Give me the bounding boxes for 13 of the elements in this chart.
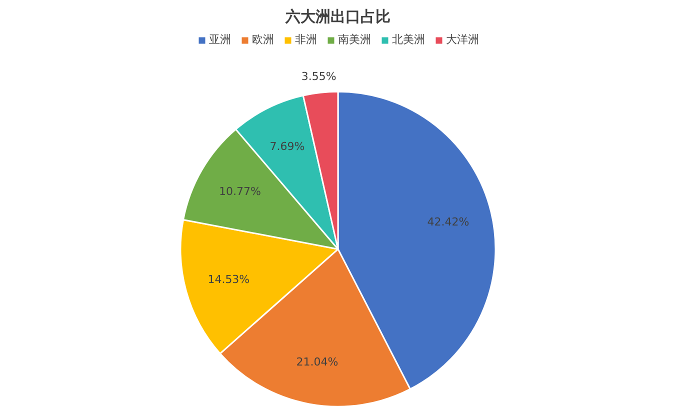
legend-label: 亚洲 xyxy=(209,32,231,47)
data-label: 42.42% xyxy=(427,216,470,229)
data-label: 3.55% xyxy=(301,70,336,83)
legend-label: 北美洲 xyxy=(392,32,425,47)
legend-label: 欧洲 xyxy=(252,32,274,47)
data-label: 10.77% xyxy=(218,184,261,198)
legend-label: 大洋洲 xyxy=(446,32,479,47)
data-label: 7.69% xyxy=(270,140,305,153)
legend-label: 非洲 xyxy=(295,32,317,47)
data-label: 21.04% xyxy=(296,356,338,369)
data-label: 14.53% xyxy=(208,273,250,286)
chart-title: 六大洲出口占比 xyxy=(284,8,390,26)
legend-label: 南美洲 xyxy=(338,32,371,47)
